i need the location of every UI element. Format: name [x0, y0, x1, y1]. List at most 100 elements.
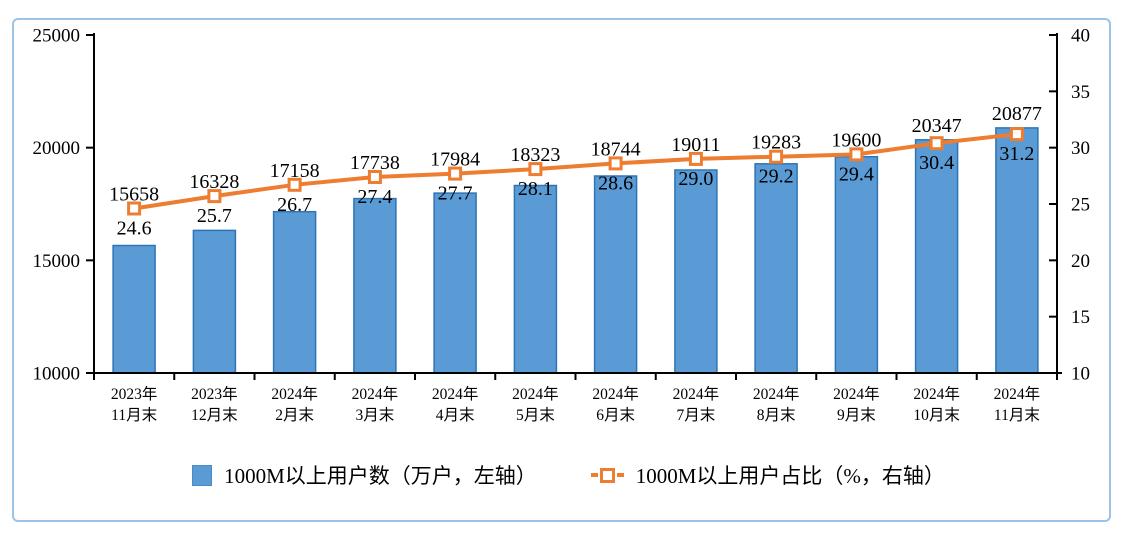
category-label-line1: 2024年 [994, 385, 1041, 403]
line-marker [1009, 127, 1024, 142]
line-marker [367, 170, 382, 184]
bar-value-label: 17984 [430, 149, 480, 171]
line-markers-group [127, 127, 1024, 216]
bar-value-label: 18323 [510, 144, 560, 166]
right-axis-tick-label: 30 [1071, 138, 1090, 159]
legend-label-bar-series: 1000M以上用户数（万户，左轴） [224, 464, 537, 488]
right-axis-tick-label: 35 [1071, 82, 1090, 103]
right-axis-tick-label: 40 [1071, 26, 1090, 47]
line-value-label: 29.0 [678, 168, 713, 190]
legend-item-line-series: 1000M以上用户占比（%，右轴） [590, 460, 945, 490]
line-value-label: 30.4 [919, 152, 954, 174]
bar [353, 197, 397, 374]
line-value-label: 29.2 [759, 166, 794, 188]
bar-value-label: 19600 [831, 129, 881, 151]
bar-value-label: 18744 [591, 138, 641, 160]
category-label-line1: 2024年 [352, 385, 399, 403]
legend: 1000M以上用户数（万户，左轴） 1000M以上用户占比（%，右轴） [0, 452, 1137, 498]
axis-labels-group: 10000 15000 20000 25000 10 15 20 25 30 35 40 [33, 26, 1091, 385]
category-label-line2: 12月末 [191, 406, 238, 424]
bar-swatch-icon [192, 464, 213, 486]
category-label-line1: 2024年 [432, 385, 479, 403]
bar [754, 163, 798, 374]
bar-value-label: 19011 [671, 134, 720, 156]
line-value-label: 27.4 [357, 186, 392, 208]
legend-item-bar-series: 1000M以上用户数（万户，左轴） [192, 460, 537, 490]
line-marker [849, 147, 864, 162]
legend-label-line-series: 1000M以上用户占比（%，右轴） [635, 464, 945, 488]
line-value-label: 26.7 [277, 194, 312, 216]
bar-value-label: 17158 [270, 160, 320, 182]
right-axis-tick-label: 10 [1071, 364, 1090, 385]
line-value-label: 31.2 [999, 143, 1034, 165]
category-label-line2: 11月末 [994, 406, 1040, 424]
left-axis-tick-label: 10000 [33, 364, 81, 385]
category-label-line2: 4月末 [436, 406, 475, 424]
category-label-line2: 3月末 [355, 406, 394, 424]
bar [112, 244, 156, 374]
line-marker [528, 162, 543, 177]
line-marker [448, 166, 463, 181]
left-axis-tick-label: 25000 [33, 26, 81, 47]
category-label-line1: 2024年 [673, 385, 720, 403]
category-label-line2: 6月末 [596, 406, 635, 424]
category-label-line2: 2月末 [275, 406, 314, 424]
category-label-line2: 5月末 [516, 406, 555, 424]
line-series-path [133, 132, 1018, 211]
category-label-line1: 2024年 [592, 385, 639, 403]
data-labels-group: 15658 24.6 16328 25.7 17158 26.7 17738 27.4 1798… [109, 103, 1042, 240]
right-axis-tick-label: 20 [1071, 251, 1090, 272]
category-label-line1: 2024年 [913, 385, 960, 403]
bar-value-label: 17738 [350, 152, 400, 174]
line-value-label: 27.7 [438, 183, 473, 205]
line-value-label: 24.6 [117, 218, 152, 240]
category-label-line1: 2023年 [191, 385, 238, 403]
line-marker [929, 136, 944, 151]
bar [834, 155, 879, 374]
line-value-label: 29.4 [839, 163, 874, 185]
bar [674, 169, 718, 374]
line-marker-swatch-icon [590, 467, 624, 483]
bar [433, 192, 477, 374]
line-value-label: 28.6 [598, 172, 633, 194]
line-swatch-marker [599, 467, 615, 483]
axes-group [86, 33, 1062, 380]
left-axis-tick-label: 20000 [33, 138, 81, 159]
bar [513, 184, 558, 374]
category-label-line2: 10月末 [913, 406, 960, 424]
line-marker [207, 189, 222, 204]
line-value-label: 28.1 [518, 178, 553, 200]
bar [192, 229, 237, 374]
bar-value-label: 15658 [109, 184, 159, 206]
category-label-line2: 7月末 [676, 406, 715, 424]
category-label-line1: 2024年 [833, 385, 880, 403]
category-label-line2: 9月末 [837, 406, 876, 424]
bar-value-label: 16328 [189, 171, 239, 193]
bar [593, 175, 638, 374]
category-label-line2: 8月末 [757, 406, 796, 424]
bar-value-label: 20877 [992, 103, 1042, 125]
bars-group [112, 127, 1039, 374]
bar-value-label: 20347 [912, 115, 962, 137]
left-axis-tick-label: 15000 [33, 251, 81, 272]
category-labels-group: 2023年 11月末 2023年 12月末 2024年 2月末 2024年 3月末 2024年 4… [111, 385, 1040, 424]
line-marker [127, 201, 142, 216]
line-swatch-dash-right [616, 473, 624, 477]
bar-value-label: 19283 [751, 132, 801, 154]
line-marker [287, 177, 302, 192]
line-value-label: 25.7 [197, 205, 232, 227]
right-axis-tick-label: 15 [1071, 307, 1090, 328]
category-label-line1: 2024年 [512, 385, 559, 403]
bar [914, 139, 959, 374]
line-marker [688, 151, 703, 166]
line-marker [608, 156, 623, 171]
right-axis-tick-label: 25 [1071, 195, 1090, 216]
category-label-line1: 2024年 [271, 385, 318, 403]
category-label-line1: 2024年 [753, 385, 800, 403]
line-marker [769, 149, 784, 164]
line-swatch-dash-left [590, 473, 598, 477]
category-label-line2: 11月末 [111, 406, 157, 424]
bar [272, 210, 317, 374]
